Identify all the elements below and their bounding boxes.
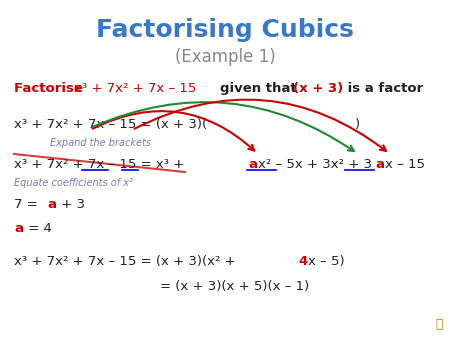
- Text: (Example 1): (Example 1): [175, 48, 275, 66]
- Text: 7 =: 7 =: [14, 198, 42, 211]
- Text: 🔈: 🔈: [435, 318, 442, 331]
- Text: Factorise: Factorise: [14, 82, 87, 95]
- Text: a: a: [248, 158, 257, 171]
- Text: 4: 4: [298, 255, 307, 268]
- Text: x – 5): x – 5): [308, 255, 345, 268]
- Text: given that: given that: [220, 82, 301, 95]
- Text: Expand the brackets: Expand the brackets: [50, 138, 151, 148]
- Text: = (x + 3)(x + 5)(x – 1): = (x + 3)(x + 5)(x – 1): [160, 280, 309, 293]
- Text: x³ + 7x² + 7x – 15 = (x + 3)(: x³ + 7x² + 7x – 15 = (x + 3)(: [14, 118, 207, 131]
- Text: x³ + 7x² + 7x – 15 = x³ +: x³ + 7x² + 7x – 15 = x³ +: [14, 158, 189, 171]
- Text: ): ): [355, 118, 360, 131]
- Text: x² – 5x + 3x² + 3: x² – 5x + 3x² + 3: [258, 158, 372, 171]
- Text: x – 15: x – 15: [385, 158, 425, 171]
- Text: is a factor: is a factor: [343, 82, 423, 95]
- Text: Equate coefficients of x²: Equate coefficients of x²: [14, 178, 133, 188]
- Text: x³ + 7x² + 7x – 15 = (x + 3)(x² +: x³ + 7x² + 7x – 15 = (x + 3)(x² +: [14, 255, 240, 268]
- Text: Factorising Cubics: Factorising Cubics: [96, 18, 354, 42]
- Text: + 3: + 3: [57, 198, 85, 211]
- Text: = 4: = 4: [24, 222, 52, 235]
- Text: (x + 3): (x + 3): [293, 82, 343, 95]
- Text: x³ + 7x² + 7x – 15: x³ + 7x² + 7x – 15: [74, 82, 201, 95]
- Text: a: a: [14, 222, 23, 235]
- Text: a: a: [47, 198, 56, 211]
- Text: a: a: [375, 158, 384, 171]
